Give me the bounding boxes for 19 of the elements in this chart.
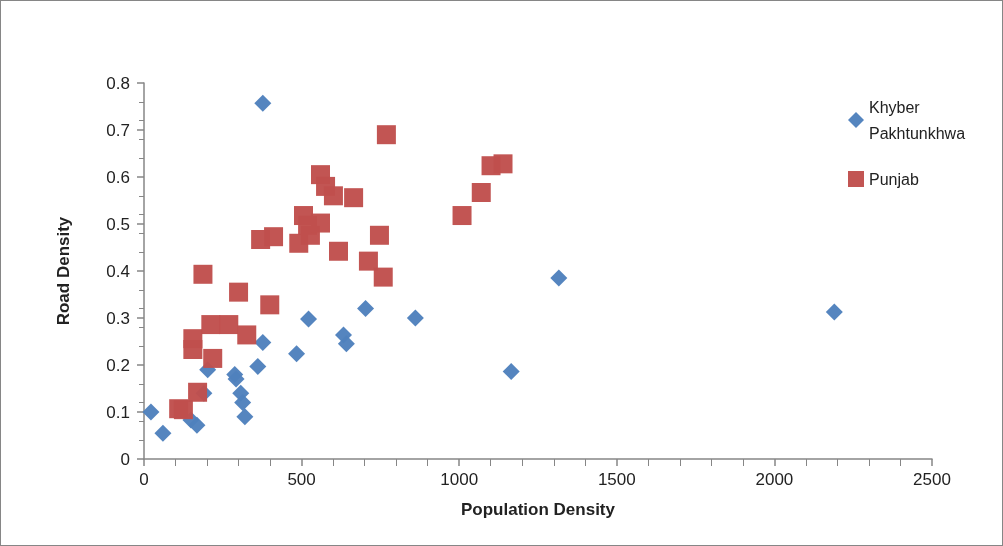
y-tick-label: 0.5: [106, 214, 130, 234]
x-tick-label: 500: [287, 470, 316, 489]
x-tick-label: 2500: [913, 470, 951, 489]
y-tick-label: 0: [120, 449, 130, 469]
x-tick-label: 1500: [597, 470, 636, 489]
x-tick-label: 2000: [755, 470, 794, 489]
y-tick-label: 0.6: [106, 167, 130, 187]
x-axis-title: Population Density: [461, 500, 616, 519]
y-axis-title: Road Density: [54, 216, 73, 326]
legend-label: Khyber Pakhtunkhwa: [869, 98, 966, 142]
y-tick-label: 0.2: [106, 355, 130, 375]
y-tick-label: 0.4: [106, 261, 130, 281]
y-tick-label: 0.1: [106, 402, 130, 422]
y-tick-label: 0.8: [106, 73, 130, 93]
legend-label: Punjab: [869, 170, 919, 188]
x-tick-label: 0: [139, 470, 149, 489]
y-tick-label: 0.7: [106, 120, 130, 140]
y-tick-label: 0.3: [106, 308, 130, 328]
x-tick-label: 1000: [440, 470, 479, 489]
